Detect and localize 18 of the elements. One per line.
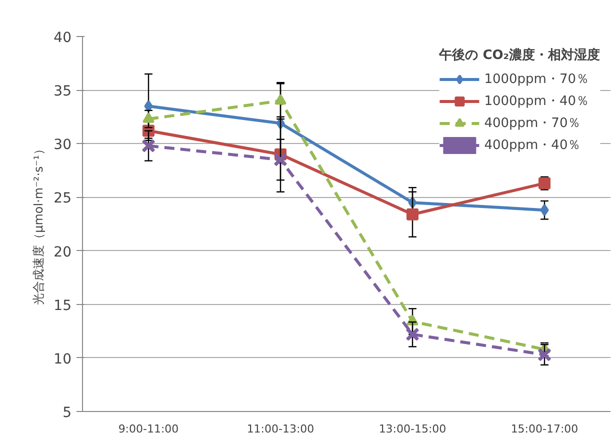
legend-title: 午後の CO₂濃度・相対湿度: [439, 46, 600, 64]
x-tick-label: 15:00-17:00: [510, 422, 578, 436]
y-axis-title: 光合成速度（μmol·m⁻²·s⁻¹）: [32, 143, 46, 305]
y-tick-label: 10: [54, 351, 72, 368]
x-tick-label: 11:00-13:00: [246, 422, 314, 436]
y-tick-label: 35: [54, 84, 72, 100]
x-tick-label: 9:00-11:00: [118, 422, 179, 436]
y-tick-label: 25: [54, 190, 72, 207]
legend-label: 400ppm・40％: [484, 137, 581, 154]
legend-label: 1000ppm・70％: [484, 71, 589, 88]
y-tick-label: 40: [54, 30, 72, 46]
y-tick-label: 30: [54, 137, 72, 154]
legend-label: 1000ppm・40％: [484, 93, 589, 110]
y-tick-label: 5: [62, 405, 72, 421]
y-tick-label: 20: [54, 244, 72, 260]
y-tick-label: 15: [54, 298, 72, 314]
x-tick-label: 13:00-15:00: [378, 422, 446, 436]
legend-label: 400ppm・70％: [484, 115, 581, 132]
